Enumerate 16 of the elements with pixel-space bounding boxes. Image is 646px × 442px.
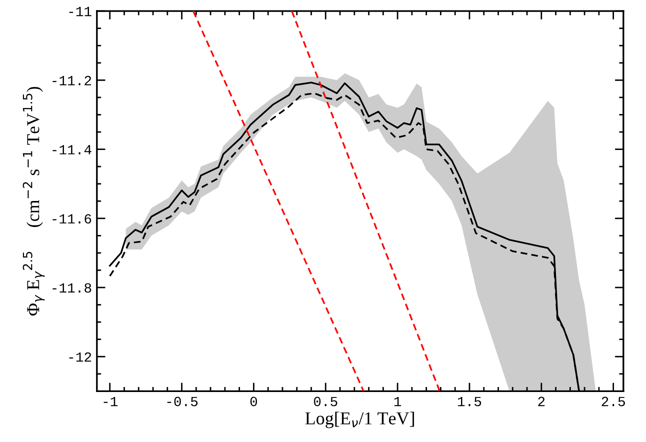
- x-tick-label: 0.5: [314, 396, 338, 406]
- y-tick-label: -11: [69, 6, 92, 16]
- x-tick-label: 2: [538, 396, 545, 406]
- y-tick-label: -11.6: [52, 214, 92, 224]
- text: Φ$_{γ}$ E$_{γ}$$^{2.5}$ (cm$^{−2}$ s$^{−1}$ TeV$^{1.5}$): [22, 86, 45, 316]
- y-tick-label: -11.4: [52, 145, 92, 154]
- x-tick-label: 1.5: [458, 396, 482, 406]
- x-tick-label: 1: [394, 396, 402, 406]
- x-tick-label: -1: [104, 396, 118, 406]
- x-tick-label: 2.5: [602, 396, 625, 406]
- x-tick-label: -0.5: [167, 396, 198, 406]
- y-tick-label: -12: [69, 352, 92, 362]
- y-tick-label: -11.2: [52, 76, 92, 86]
- x-axis-title: Log[E$_{ν}$/1 TeV]: [305, 412, 414, 428]
- x-tick-label: 0: [250, 396, 258, 406]
- y-tick-label: -11.8: [52, 283, 92, 293]
